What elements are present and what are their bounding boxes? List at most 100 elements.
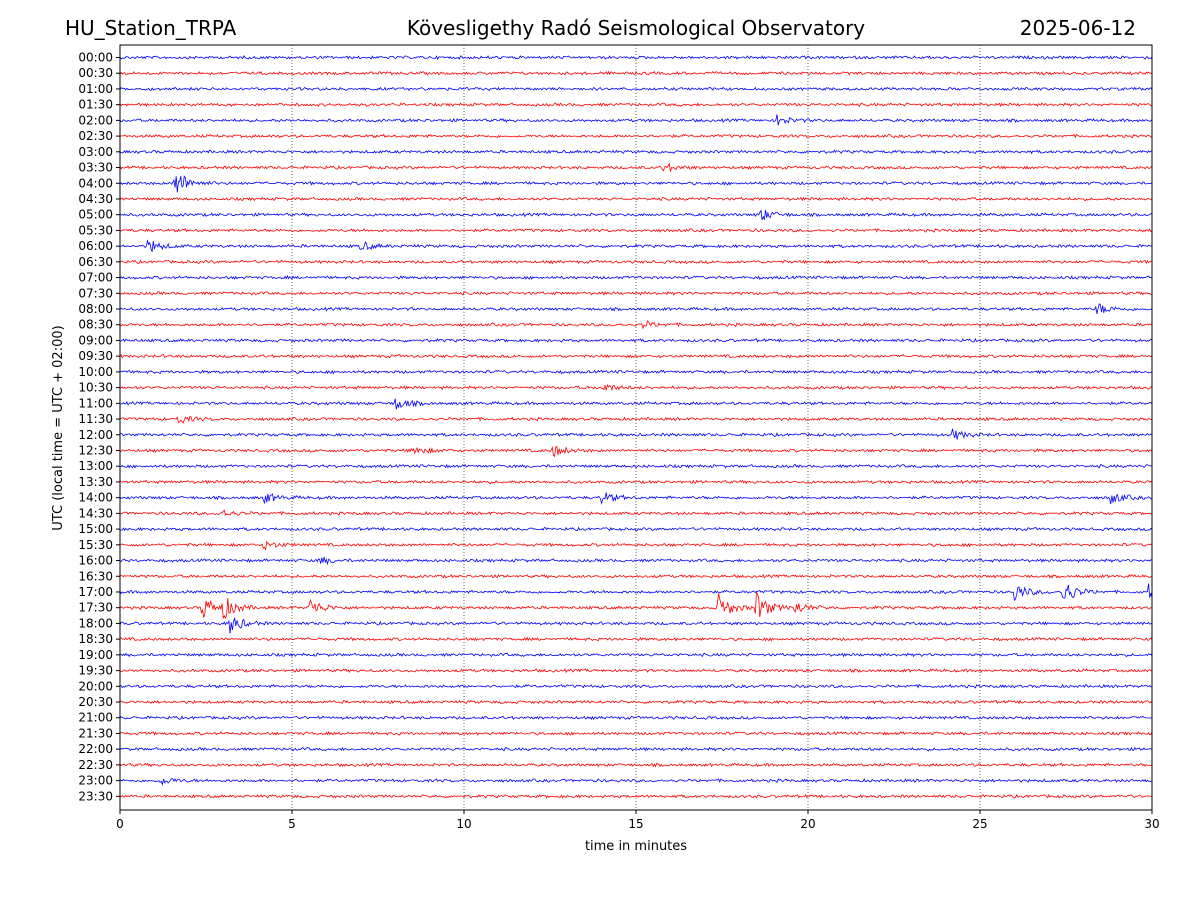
- trace-2030: [119, 699, 1153, 705]
- trace-2230: [119, 762, 1153, 768]
- y-tick-label: 01:00: [78, 82, 113, 96]
- y-tick-label: 22:00: [78, 742, 113, 756]
- y-tick-label: 14:30: [78, 506, 113, 520]
- y-axis-label: UTC (local time = UTC + 02:00): [51, 325, 66, 530]
- trace-0900: [119, 337, 1153, 343]
- trace-1830: [119, 636, 1153, 642]
- y-tick-label: 15:30: [78, 538, 113, 552]
- y-tick-label: 16:00: [78, 554, 113, 568]
- station-name: HU_Station_TRPA: [65, 16, 237, 40]
- trace-1100: [119, 398, 1153, 410]
- trace-1730: [119, 591, 1152, 620]
- y-tick-label: 17:00: [78, 585, 113, 599]
- trace-1500: [119, 526, 1153, 532]
- x-tick-label: 10: [456, 817, 471, 831]
- x-axis-ticks: 0 5 10 15 20 25 30: [116, 810, 1160, 831]
- y-tick-label: 11:30: [78, 412, 113, 426]
- trace-1130: [119, 415, 1153, 424]
- y-tick-label: 18:30: [78, 632, 113, 646]
- y-tick-label: 13:30: [78, 475, 113, 489]
- y-tick-label: 01:30: [78, 98, 113, 112]
- y-tick-label: 02:30: [78, 129, 113, 143]
- y-tick-label: 07:00: [78, 271, 113, 285]
- y-tick-label: 03:00: [78, 145, 113, 159]
- trace-1330: [119, 479, 1153, 485]
- y-tick-label: 16:30: [78, 569, 113, 583]
- y-tick-label: 05:30: [78, 223, 113, 237]
- y-tick-label: 15:00: [78, 522, 113, 536]
- trace-2330: [119, 793, 1153, 799]
- trace-1030: [119, 384, 1153, 392]
- y-tick-label: 11:00: [78, 396, 113, 410]
- trace-2300: [119, 778, 1152, 786]
- y-tick-label: 19:30: [78, 664, 113, 678]
- trace-0400: [119, 175, 1153, 193]
- y-tick-label: 12:30: [78, 444, 113, 458]
- y-tick-label: 04:00: [78, 176, 113, 190]
- y-tick-label: 17:30: [78, 601, 113, 615]
- y-tick-label: 09:30: [78, 349, 113, 363]
- trace-1900: [119, 652, 1153, 658]
- y-tick-label: 13:00: [78, 459, 113, 473]
- trace-0500: [119, 209, 1153, 221]
- trace-0530: [119, 227, 1153, 233]
- y-tick-label: 20:30: [78, 695, 113, 709]
- trace-1930: [119, 668, 1153, 674]
- trace-0930: [119, 353, 1153, 359]
- y-tick-label: 06:00: [78, 239, 113, 253]
- observatory-title: Kövesligethy Radó Seismological Observat…: [406, 16, 866, 40]
- y-tick-label: 05:00: [78, 208, 113, 222]
- y-tick-label: 12:00: [78, 428, 113, 442]
- y-tick-label: 00:00: [78, 51, 113, 65]
- trace-1630: [119, 573, 1153, 579]
- y-tick-label: 20:00: [78, 679, 113, 693]
- trace-0100: [119, 86, 1153, 92]
- x-tick-label: 5: [288, 817, 296, 831]
- trace-0200: [119, 114, 1153, 126]
- trace-1230: [119, 445, 1153, 458]
- trace-0630: [119, 259, 1153, 265]
- y-tick-label: 23:00: [78, 774, 113, 788]
- y-tick-label: 03:30: [78, 161, 113, 175]
- trace-2000: [119, 683, 1153, 689]
- y-tick-label: 22:30: [78, 758, 113, 772]
- trace-0430: [119, 196, 1153, 202]
- trace-0030: [119, 70, 1153, 76]
- trace-1800: [119, 617, 1153, 634]
- trace-2130: [119, 730, 1153, 736]
- y-tick-label: 02:00: [78, 113, 113, 127]
- y-tick-label: 21:00: [78, 711, 113, 725]
- trace-1200: [119, 428, 1153, 440]
- trace-0000: [119, 54, 1153, 61]
- x-tick-label: 25: [972, 817, 987, 831]
- y-tick-label: 08:30: [78, 318, 113, 332]
- trace-1530: [119, 540, 1153, 551]
- y-tick-label: 08:00: [78, 302, 113, 316]
- trace-0700: [119, 275, 1153, 281]
- trace-0330: [119, 162, 1152, 172]
- y-tick-label: 10:30: [78, 381, 113, 395]
- trace-0730: [119, 290, 1153, 296]
- trace-0130: [119, 102, 1153, 108]
- trace-2100: [119, 715, 1153, 721]
- x-tick-label: 30: [1144, 817, 1159, 831]
- x-tick-label: 20: [800, 817, 815, 831]
- x-tick-label: 15: [628, 817, 643, 831]
- y-tick-label: 10:00: [78, 365, 113, 379]
- y-tick-label: 23:30: [78, 789, 113, 803]
- y-tick-label: 00:30: [78, 66, 113, 80]
- x-axis-label: time in minutes: [585, 839, 687, 854]
- trace-0830: [119, 320, 1153, 330]
- trace-0300: [119, 149, 1153, 155]
- x-tick-label: 0: [116, 817, 124, 831]
- grid-lines: [291, 45, 981, 810]
- y-tick-label: 19:00: [78, 648, 113, 662]
- trace-0230: [119, 133, 1153, 139]
- trace-0800: [119, 303, 1153, 314]
- trace-1430: [119, 509, 1153, 516]
- y-tick-label: 18:00: [78, 616, 113, 630]
- seismic-traces: [119, 54, 1153, 799]
- trace-1600: [119, 557, 1153, 566]
